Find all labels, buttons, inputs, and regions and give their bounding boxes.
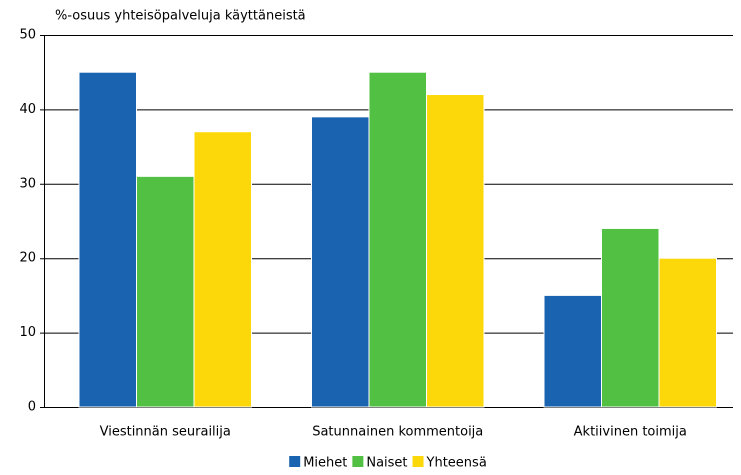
bar bbox=[368, 71, 427, 408]
bar bbox=[601, 227, 660, 408]
y-tick-label: 40 bbox=[19, 102, 36, 117]
bar bbox=[78, 71, 137, 408]
x-tick-label: Viestinnän seurailija bbox=[100, 425, 231, 440]
bar bbox=[193, 131, 252, 408]
legend-swatch bbox=[352, 456, 364, 467]
legend-label: Miehet bbox=[303, 456, 347, 471]
x-tick-label: Satunnainen kommentoija bbox=[312, 425, 483, 440]
legend-label: Yhteensä bbox=[426, 456, 487, 471]
y-tick-label: 10 bbox=[19, 325, 36, 340]
y-tick-label: 50 bbox=[19, 28, 36, 43]
legend-label: Naiset bbox=[366, 456, 407, 471]
bar bbox=[658, 257, 717, 408]
legend-swatch bbox=[289, 456, 301, 467]
y-tick-label: 0 bbox=[28, 400, 36, 415]
legend-swatch bbox=[412, 456, 424, 467]
bar bbox=[311, 116, 370, 408]
y-tick-label: 30 bbox=[19, 176, 36, 191]
y-tick-label: 20 bbox=[19, 251, 36, 266]
x-tick-label: Aktiivinen toimija bbox=[574, 425, 687, 440]
y-axis-label: %-osuus yhteisöpalveluja käyttäneistä bbox=[55, 9, 306, 24]
bar bbox=[136, 175, 195, 408]
bar bbox=[426, 94, 485, 408]
bar bbox=[543, 294, 602, 408]
